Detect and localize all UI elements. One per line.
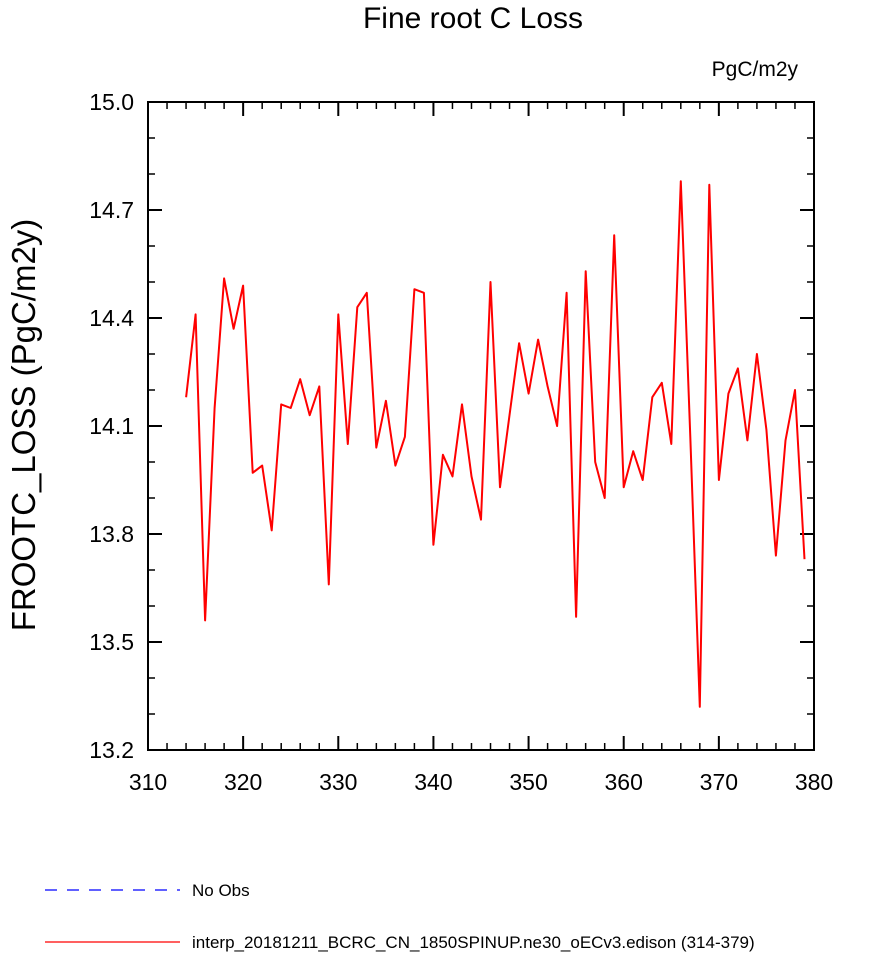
- axis-ticks: 310 320 330 340 350 360 370 380 13.2 13.5 13.8 14.1…: [89, 89, 833, 795]
- x-tick-label: 370: [700, 769, 738, 795]
- x-tick-label: 330: [319, 769, 357, 795]
- y-axis-label: FROOTC_LOSS (PgC/m2y): [5, 219, 42, 632]
- chart-title: Fine root C Loss: [363, 2, 583, 35]
- x-tick-label: 360: [605, 769, 643, 795]
- x-tick-label: 310: [129, 769, 167, 795]
- x-tick-label: 320: [224, 769, 262, 795]
- series-line-1: [185, 180, 806, 708]
- y-tick-label: 14.1: [89, 413, 134, 439]
- y-tick-label: 14.7: [89, 197, 134, 223]
- legend-label-no-obs: No Obs: [192, 881, 250, 900]
- y-tick-label: 13.5: [89, 629, 134, 655]
- y-tick-label: 13.2: [89, 737, 134, 763]
- units-label: PgC/m2y: [712, 58, 799, 81]
- plot-frame: [147, 101, 815, 751]
- plot-lines: [185, 180, 806, 708]
- y-tick-label: 13.8: [89, 521, 134, 547]
- y-tick-label: 14.4: [89, 305, 134, 331]
- legend-label-model-run: interp_20181211_BCRC_CN_1850SPINUP.ne30_…: [192, 933, 755, 952]
- x-tick-label: 340: [414, 769, 452, 795]
- x-tick-label: 380: [795, 769, 833, 795]
- y-tick-label: 15.0: [89, 89, 134, 115]
- legend: No Obs interp_20181211_BCRC_CN_1850SPINU…: [45, 881, 755, 952]
- x-tick-label: 350: [509, 769, 547, 795]
